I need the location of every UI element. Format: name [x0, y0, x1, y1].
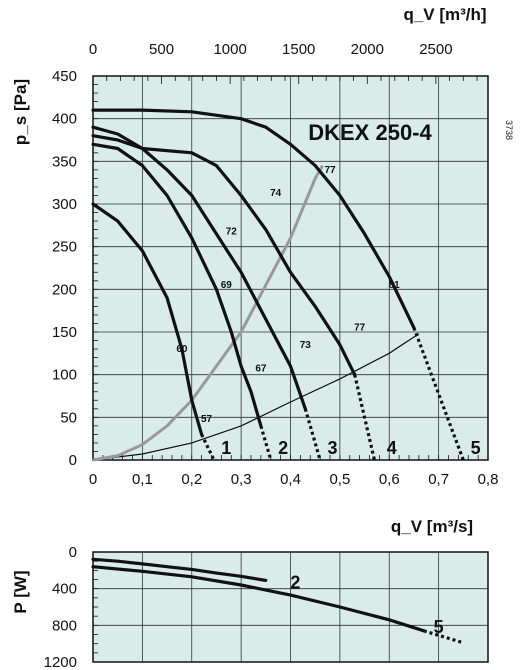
y-tick-label: 0 [69, 452, 77, 469]
x-tick-label: 0,5 [329, 471, 350, 488]
fan-curve-3 [91, 134, 307, 411]
efficiency-label: 74 [270, 188, 282, 199]
x-top-tick-label: 0 [89, 41, 97, 58]
x-tick-label: 0 [89, 471, 97, 488]
y-tick-label: 150 [52, 324, 77, 341]
y-tick-label: 100 [52, 367, 77, 384]
x-tick-label: 0,7 [428, 471, 449, 488]
power-y-axis-title: P [W] [11, 570, 30, 613]
power-y-tick-label: 400 [52, 581, 77, 598]
y-tick-label: 50 [60, 409, 77, 426]
power-chart-group: 0 400 800 1200 P [W] 2 5 [11, 544, 489, 670]
power-curve-label-5: 5 [434, 617, 444, 637]
x-tick-label: 0,2 [181, 471, 202, 488]
power-y-tick-label: 1200 [44, 654, 77, 670]
efficiency-curve [92, 164, 324, 462]
curve-label-3: 3 [327, 438, 337, 458]
y-tick-label: 250 [52, 239, 77, 256]
chart-title: DKEX 250-4 [308, 120, 432, 145]
y-tick-label: 400 [52, 111, 77, 128]
efficiency-label: 72 [226, 226, 238, 237]
fan-curve-4 [91, 125, 357, 377]
curve-label-1: 1 [221, 438, 231, 458]
fan-curve-3-dashed [303, 408, 322, 461]
pressure-chart-group: 0 0,1 0,2 0,3 0,4 0,5 0,6 0,7 0,8050100150200250… [11, 5, 514, 536]
power-y-tick-label: 800 [52, 617, 77, 634]
power-curve-label-2: 2 [290, 572, 300, 592]
x-tick-label: 0,1 [132, 471, 153, 488]
power-curve-5 [91, 565, 426, 633]
y-tick-label: 300 [52, 196, 77, 213]
x-tick-label: 0,4 [280, 471, 301, 488]
efficiency-label: 69 [221, 280, 233, 291]
efficiency-label: 77 [354, 323, 366, 334]
x-tick-label: 0,8 [478, 471, 499, 488]
y-axis-title: p_s [Pa] [11, 79, 30, 145]
x-tick-label: 0,6 [379, 471, 400, 488]
efficiency-label: 77 [324, 165, 336, 176]
efficiency-label: 57 [201, 414, 213, 425]
curve-label-4: 4 [387, 438, 397, 458]
y-tick-label: 200 [52, 281, 77, 298]
efficiency-label: 73 [300, 340, 312, 351]
power-y-tick-label: 0 [69, 544, 77, 561]
power-curve-5-dashed [423, 629, 464, 645]
x-top-tick-label: 2500 [419, 41, 452, 58]
fan-curve-4-dashed [353, 374, 376, 461]
x-top-tick-label: 1000 [213, 41, 246, 58]
power-curve-2 [91, 557, 268, 583]
fan-curve-1-dashed [200, 433, 216, 461]
x-top-axis-title: q_V [m³/h] [403, 5, 486, 24]
fan-curve-1 [91, 202, 204, 436]
system-resistance-curve [92, 333, 420, 461]
fan-curve-5 [91, 108, 416, 330]
curve-label-2: 2 [278, 438, 288, 458]
x-top-tick-label: 2000 [351, 41, 384, 58]
efficiency-label: 81 [389, 280, 401, 291]
efficiency-label: 60 [176, 344, 188, 355]
efficiency-label: 67 [255, 364, 267, 375]
fan-curve-2 [91, 142, 263, 428]
x-axis-title: q_V [m³/s] [391, 517, 473, 536]
document-code: 3738 [504, 120, 514, 140]
curve-label-5: 5 [471, 438, 481, 458]
x-tick-label: 0,3 [231, 471, 252, 488]
x-top-tick-label: 1500 [282, 41, 315, 58]
x-top-tick-label: 500 [149, 41, 174, 58]
y-tick-label: 350 [52, 153, 77, 170]
y-tick-label: 450 [52, 68, 77, 85]
